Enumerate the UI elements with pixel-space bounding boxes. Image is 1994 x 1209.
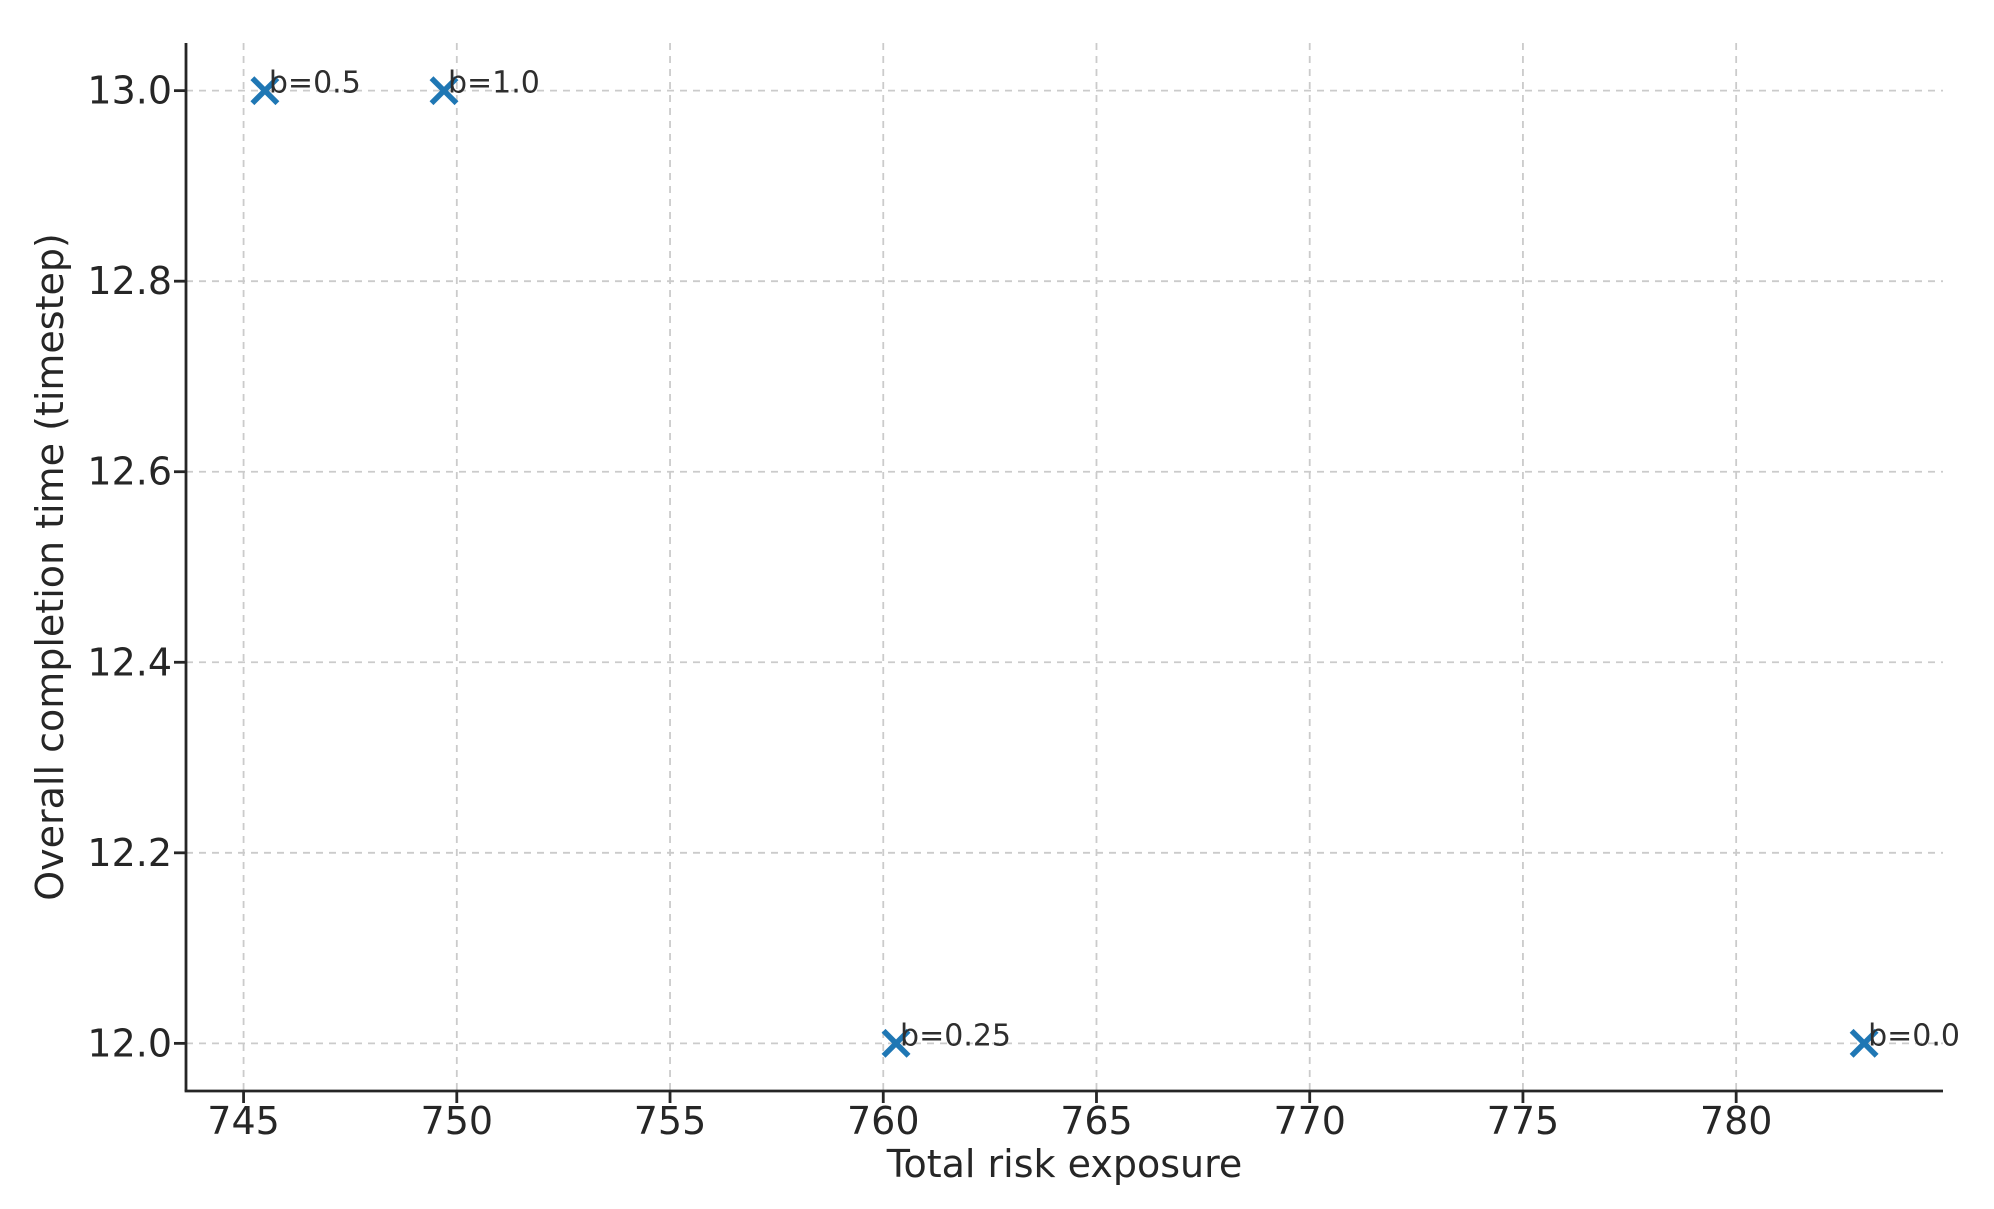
x-tick-label: 780 bbox=[1700, 1099, 1773, 1143]
x-tick-label: 765 bbox=[1060, 1099, 1133, 1143]
data-point-marker bbox=[881, 1028, 911, 1058]
x-tick-label: 750 bbox=[421, 1099, 494, 1143]
y-tick-label: 12.8 bbox=[87, 259, 172, 303]
x-tick-label: 770 bbox=[1273, 1099, 1346, 1143]
data-point-marker bbox=[1849, 1028, 1879, 1058]
y-axis-label: Overall completion time (timestep) bbox=[28, 233, 72, 901]
point-annotation: b=1.0 bbox=[448, 66, 540, 101]
x-tick-label: 775 bbox=[1487, 1099, 1560, 1143]
x-axis-label: Total risk exposure bbox=[886, 1142, 1243, 1186]
y-tick-label: 12.2 bbox=[87, 831, 172, 875]
x-tick-label: 755 bbox=[634, 1099, 707, 1143]
y-tick-label: 13.0 bbox=[87, 69, 172, 113]
point-annotation: b=0.25 bbox=[900, 1018, 1011, 1053]
y-tick-label: 12.6 bbox=[87, 450, 172, 494]
x-tick-label: 760 bbox=[847, 1099, 920, 1143]
point-annotation: b=0.5 bbox=[269, 66, 361, 101]
data-point-marker bbox=[250, 76, 280, 106]
data-point-marker bbox=[429, 76, 459, 106]
y-tick-label: 12.0 bbox=[87, 1021, 172, 1065]
x-tick-label: 745 bbox=[207, 1099, 280, 1143]
point-annotation: b=0.0 bbox=[1868, 1018, 1960, 1053]
y-tick-label: 12.4 bbox=[87, 640, 172, 684]
